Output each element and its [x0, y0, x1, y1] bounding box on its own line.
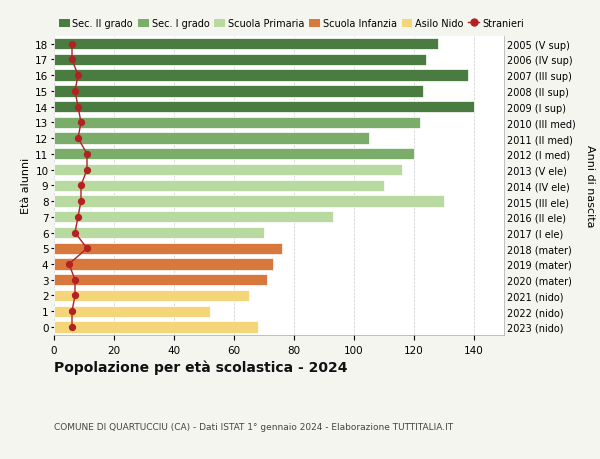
Bar — [54, 259, 273, 270]
Point — [76, 182, 86, 190]
Point — [73, 213, 83, 221]
Bar — [54, 306, 210, 317]
Bar — [54, 212, 333, 223]
Bar — [54, 243, 282, 254]
Point — [82, 245, 92, 252]
Point — [73, 135, 83, 142]
Point — [67, 41, 77, 48]
Bar — [54, 322, 258, 333]
Bar — [54, 70, 468, 82]
Bar — [54, 274, 267, 286]
Point — [67, 308, 77, 315]
Point — [73, 73, 83, 80]
Point — [76, 198, 86, 205]
Point — [70, 230, 80, 237]
Y-axis label: Età alunni: Età alunni — [21, 158, 31, 214]
Bar — [54, 118, 420, 129]
Bar — [54, 86, 423, 97]
Point — [70, 276, 80, 284]
Point — [70, 292, 80, 299]
Bar — [54, 55, 426, 66]
Text: Popolazione per età scolastica - 2024: Popolazione per età scolastica - 2024 — [54, 359, 347, 374]
Bar — [54, 164, 402, 176]
Bar — [54, 149, 414, 160]
Bar — [54, 290, 249, 302]
Text: COMUNE DI QUARTUCCIU (CA) - Dati ISTAT 1° gennaio 2024 - Elaborazione TUTTITALIA: COMUNE DI QUARTUCCIU (CA) - Dati ISTAT 1… — [54, 422, 453, 431]
Point — [82, 151, 92, 158]
Bar — [54, 39, 438, 50]
Point — [76, 119, 86, 127]
Point — [70, 88, 80, 95]
Y-axis label: Anni di nascita: Anni di nascita — [585, 145, 595, 227]
Bar — [54, 227, 264, 239]
Point — [64, 261, 74, 268]
Point — [67, 56, 77, 64]
Point — [73, 104, 83, 111]
Bar — [54, 133, 369, 145]
Point — [67, 324, 77, 331]
Bar — [54, 196, 444, 207]
Point — [82, 167, 92, 174]
Bar — [54, 102, 474, 113]
Bar — [54, 180, 384, 191]
Legend: Sec. II grado, Sec. I grado, Scuola Primaria, Scuola Infanzia, Asilo Nido, Stran: Sec. II grado, Sec. I grado, Scuola Prim… — [59, 19, 524, 29]
